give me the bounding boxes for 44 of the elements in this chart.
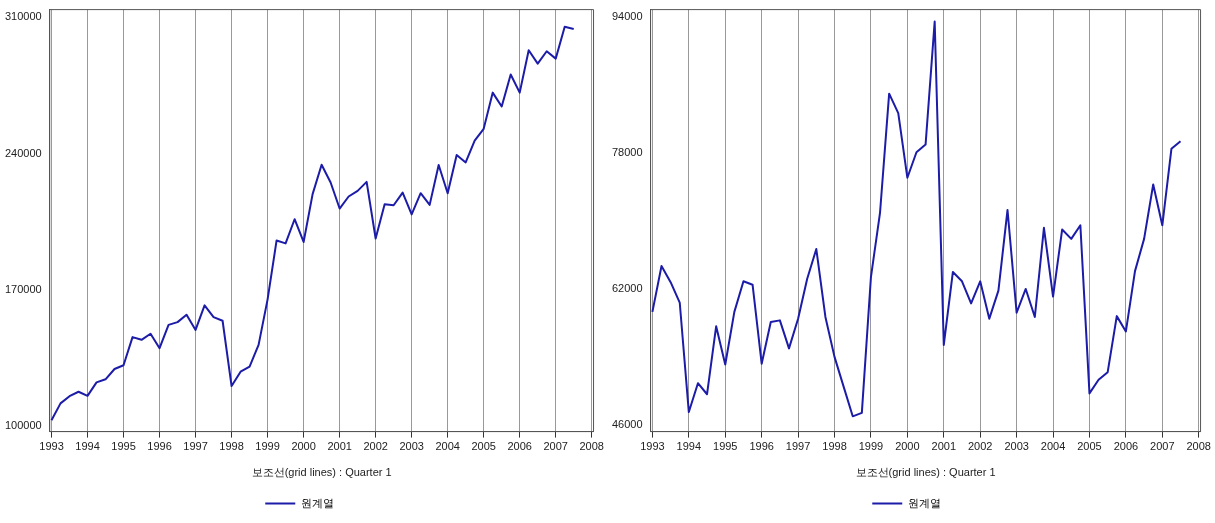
x-tick-label: 1996 <box>147 440 172 453</box>
x-tick-label: 2007 <box>1150 440 1175 453</box>
x-tick-label: 2001 <box>327 440 352 453</box>
x-tick-label: 1998 <box>822 440 847 453</box>
x-tick-label: 1994 <box>75 440 100 453</box>
x-tick-label: 2002 <box>967 440 993 453</box>
x-tick-label: 2006 <box>1113 440 1139 453</box>
x-tick-label: 2008 <box>579 440 604 453</box>
x-tick-label: 2000 <box>291 440 316 453</box>
x-tick-label: 1998 <box>219 440 244 453</box>
y-tick-label: 94000 <box>611 10 643 23</box>
legend-label: 원계열 <box>907 496 941 509</box>
legend-label: 원계열 <box>300 496 334 509</box>
x-tick-label: 1993 <box>640 440 665 453</box>
x-tick-label: 1999 <box>255 440 280 453</box>
y-tick-label: 100000 <box>4 418 42 431</box>
x-tick-label: 2008 <box>1186 440 1211 453</box>
x-tick-label: 2004 <box>435 440 460 453</box>
y-tick-label: 78000 <box>611 146 643 159</box>
x-tick-label: 1995 <box>111 440 136 453</box>
x-tick-label: 2006 <box>507 440 532 453</box>
x-tick-label: 2000 <box>895 440 920 453</box>
x-tick-label: 2005 <box>1077 440 1102 453</box>
x-tick-label: 2002 <box>363 440 388 453</box>
x-tick-label: 2001 <box>931 440 957 453</box>
x-tick-label: 2003 <box>1004 440 1029 453</box>
x-axis-title: 보조선(grid lines) : Quarter 1 <box>251 466 392 479</box>
x-tick-label: 1995 <box>713 440 738 453</box>
y-tick-label: 310000 <box>4 10 42 23</box>
x-tick-label: 1997 <box>183 440 208 453</box>
x-tick-label: 1994 <box>676 440 702 453</box>
x-axis-title: 보조선(grid lines) : Quarter 1 <box>855 466 996 479</box>
x-tick-label: 1999 <box>858 440 884 453</box>
y-tick-label: 62000 <box>611 281 643 294</box>
x-tick-label: 1996 <box>749 440 774 453</box>
x-tick-label: 2003 <box>399 440 424 453</box>
y-tick-label: 240000 <box>4 146 42 159</box>
y-tick-label: 46000 <box>611 417 643 430</box>
y-tick-label: 170000 <box>4 282 42 295</box>
x-tick-label: 2005 <box>471 440 496 453</box>
x-tick-label: 2004 <box>1040 440 1066 453</box>
x-tick-label: 2007 <box>543 440 568 453</box>
x-tick-label: 1993 <box>39 440 64 453</box>
x-tick-label: 1997 <box>785 440 811 453</box>
